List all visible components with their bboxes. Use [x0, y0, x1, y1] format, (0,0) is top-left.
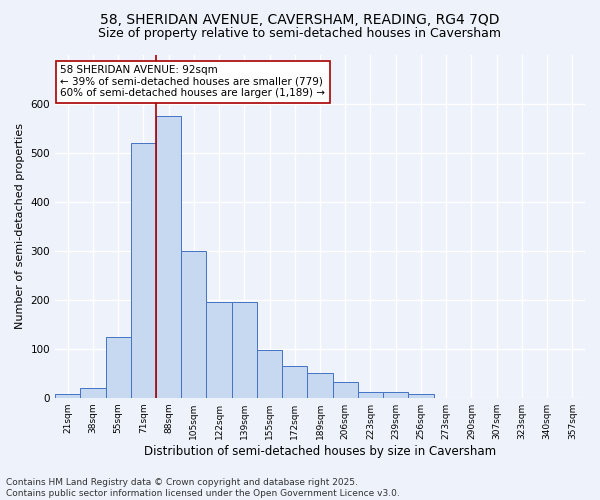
X-axis label: Distribution of semi-detached houses by size in Caversham: Distribution of semi-detached houses by …: [144, 444, 496, 458]
Bar: [332, 382, 358, 398]
Text: Contains HM Land Registry data © Crown copyright and database right 2025.
Contai: Contains HM Land Registry data © Crown c…: [6, 478, 400, 498]
Bar: [55, 394, 80, 398]
Bar: [358, 392, 383, 398]
Bar: [409, 394, 434, 398]
Bar: [80, 388, 106, 398]
Text: Size of property relative to semi-detached houses in Caversham: Size of property relative to semi-detach…: [98, 28, 502, 40]
Bar: [156, 116, 181, 398]
Bar: [383, 392, 409, 398]
Bar: [307, 373, 332, 398]
Bar: [131, 143, 156, 398]
Y-axis label: Number of semi-detached properties: Number of semi-detached properties: [15, 124, 25, 330]
Bar: [282, 366, 307, 398]
Text: 58 SHERIDAN AVENUE: 92sqm
← 39% of semi-detached houses are smaller (779)
60% of: 58 SHERIDAN AVENUE: 92sqm ← 39% of semi-…: [61, 66, 325, 98]
Bar: [232, 302, 257, 398]
Bar: [257, 350, 282, 398]
Text: 58, SHERIDAN AVENUE, CAVERSHAM, READING, RG4 7QD: 58, SHERIDAN AVENUE, CAVERSHAM, READING,…: [100, 12, 500, 26]
Bar: [206, 302, 232, 398]
Bar: [106, 336, 131, 398]
Bar: [181, 251, 206, 398]
